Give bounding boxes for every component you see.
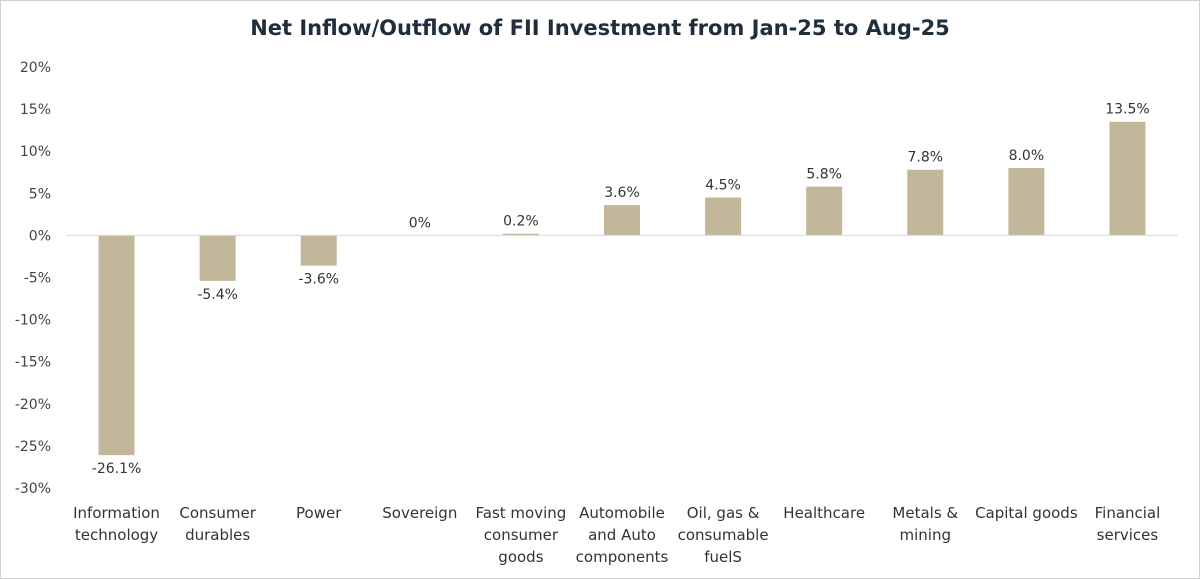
category-label: Fast moving consumer goods xyxy=(476,504,567,566)
category-label: Sovereign xyxy=(382,504,457,522)
data-label: 7.8% xyxy=(907,150,943,166)
bar xyxy=(705,197,742,236)
data-label: 0.2% xyxy=(503,214,539,230)
data-label: 4.5% xyxy=(705,178,741,194)
bar xyxy=(806,186,843,236)
category-label: Healthcare xyxy=(783,504,865,522)
y-tick-label: 20% xyxy=(20,60,51,76)
data-label: 5.8% xyxy=(806,167,842,183)
category-label: Consumer durables xyxy=(179,504,256,544)
bar xyxy=(1008,168,1045,236)
bar xyxy=(907,169,944,236)
data-label: 8.0% xyxy=(1009,148,1045,164)
category-label: Information technology xyxy=(73,504,160,544)
bar xyxy=(98,235,135,456)
bar xyxy=(199,235,236,281)
bars xyxy=(98,121,1146,456)
y-tick-label: -5% xyxy=(24,271,51,287)
bar xyxy=(300,235,337,266)
category-label: Power xyxy=(296,504,342,522)
category-label: Metals & mining xyxy=(892,504,958,544)
data-label: -26.1% xyxy=(92,461,142,477)
chart-title: Net Inflow/Outflow of FII Investment fro… xyxy=(250,16,950,40)
y-tick-label: 15% xyxy=(20,102,51,118)
data-label: 13.5% xyxy=(1105,102,1149,118)
y-tick-label: 5% xyxy=(29,186,51,202)
y-tick-label: 10% xyxy=(20,144,51,160)
category-label: Financial services xyxy=(1095,504,1161,544)
y-tick-label: 0% xyxy=(29,228,51,244)
category-labels: Information technology Consumer durables Pow… xyxy=(73,504,1160,566)
data-label: 0% xyxy=(409,215,431,231)
data-label: 3.6% xyxy=(604,185,640,201)
y-tick-label: -15% xyxy=(15,355,51,371)
y-tick-label: -25% xyxy=(15,439,51,455)
bar xyxy=(604,205,640,236)
category-label: Automobile and Auto components xyxy=(576,504,669,566)
y-tick-label: -10% xyxy=(15,313,51,329)
y-axis-ticks: 20% 15% 10% 5% 0% -5% -10% -15% -20% -25% -30% xyxy=(15,60,51,497)
category-label: Oil, gas & consumable fuelS xyxy=(678,504,769,566)
data-label: -3.6% xyxy=(298,272,339,288)
data-labels: -26.1% -5.4% -3.6% 0% 0.2% 3.6% 4.5% 5.8% 7.8% 8.… xyxy=(92,102,1150,477)
category-label: Capital goods xyxy=(975,504,1078,522)
bar xyxy=(502,233,539,236)
y-tick-label: -30% xyxy=(15,481,51,497)
bar xyxy=(1109,121,1146,236)
y-tick-label: -20% xyxy=(15,397,51,413)
data-label: -5.4% xyxy=(197,287,238,303)
